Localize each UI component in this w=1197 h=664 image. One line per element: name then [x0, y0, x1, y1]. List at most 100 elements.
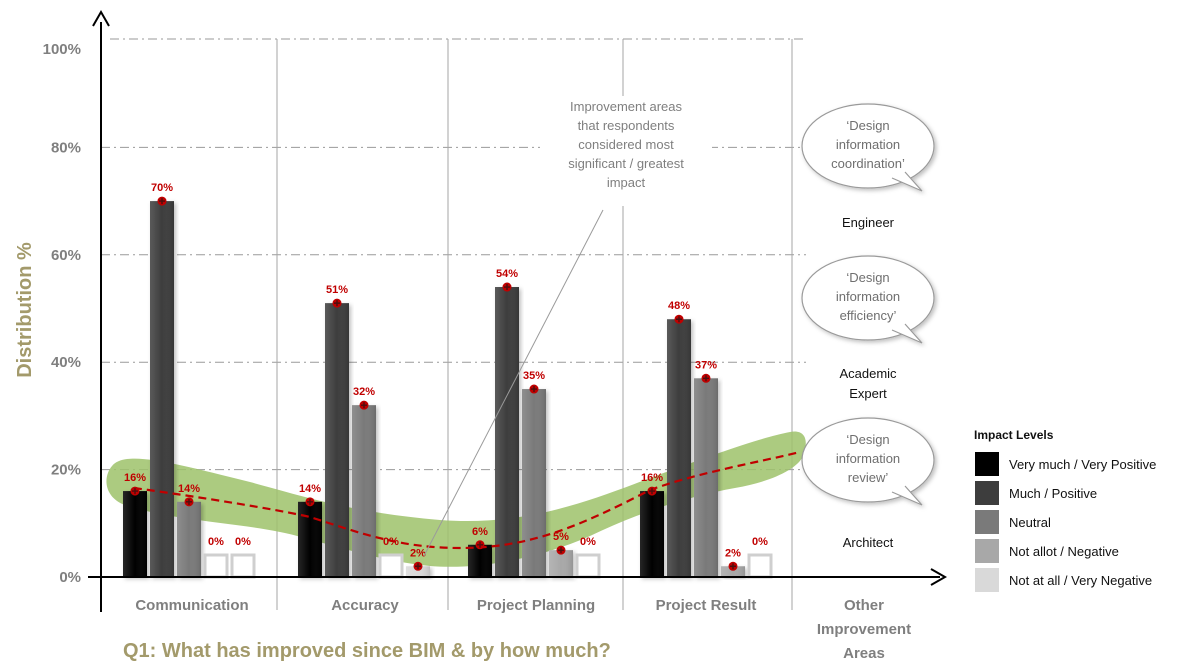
bar-shade-3-2	[694, 378, 718, 577]
bar-shade-0-1	[150, 201, 174, 577]
bubble-text-1-1: information	[836, 289, 900, 304]
data-label-3-0: 16%	[641, 472, 663, 484]
category-label-2: Project Planning	[477, 597, 595, 614]
callout-line-2: considered most	[578, 137, 674, 152]
callout-line-1: that respondents	[578, 118, 675, 133]
marker-cross-3-1	[676, 316, 682, 323]
green-trend-band	[106, 431, 806, 567]
bar-shade-2-0	[468, 544, 492, 577]
trend-band	[106, 431, 806, 567]
y-tick-1: 20%	[51, 462, 81, 479]
role-label-1-0: Academic	[839, 366, 897, 381]
data-label-2-0: 6%	[472, 526, 488, 538]
bubble-tail-1	[891, 323, 923, 344]
extra-category-line-0: Other	[844, 597, 884, 614]
bubble-body-2	[801, 417, 935, 503]
marker-cross-2-0	[477, 541, 483, 548]
bar-shade-1-2	[352, 405, 376, 577]
y-axis-arrow	[92, 9, 110, 27]
bar-shade-1-1	[325, 303, 349, 577]
legend-swatch-3	[975, 539, 999, 563]
legend-swatch-0	[975, 452, 999, 476]
data-label-1-1: 51%	[326, 284, 348, 296]
data-label-0-4: 0%	[235, 536, 251, 548]
bar-empty-3-4	[747, 553, 773, 579]
role-bubbles: ‘Design information coordination’ Engineer ‘…	[801, 103, 935, 550]
callout-line-4: impact	[607, 175, 646, 190]
data-label-3-3: 2%	[725, 547, 741, 559]
role-label-0-0: Engineer	[842, 215, 895, 230]
marker-cross-2-3	[558, 547, 564, 554]
marker-cross-2-2	[531, 386, 537, 393]
bar-shade-0-2	[177, 501, 201, 577]
bubble-body-1	[801, 255, 935, 341]
bubble-text-2-2: review’	[848, 470, 889, 485]
callout-line-0: Improvement areas	[570, 99, 682, 114]
legend-swatch-1	[975, 481, 999, 505]
marker-cross-1-2	[361, 402, 367, 409]
callout-pointer	[423, 209, 604, 557]
data-label-0-1: 70%	[151, 182, 173, 194]
extra-category-line-1: Improvement	[817, 621, 911, 638]
y-tick-0: 0%	[59, 569, 81, 586]
legend-label-3: Not allot / Negative	[1009, 544, 1119, 559]
y-tick-labels: 0% 20% 40% 60% 80% 100%	[43, 41, 81, 586]
data-label-2-4: 0%	[580, 536, 596, 548]
role-label-1-1: Expert	[849, 386, 887, 401]
bubble-text-2-0: ‘Design	[846, 432, 889, 447]
marker-cross-1-4	[415, 563, 421, 570]
y-tick-3: 60%	[51, 247, 81, 264]
bar-empty-0-3	[203, 553, 229, 579]
bar-shade-3-1	[667, 319, 691, 577]
marker-cross-3-0	[649, 488, 655, 495]
bar-shade-2-1	[495, 287, 519, 577]
data-label-0-0: 16%	[124, 472, 146, 484]
x-axis-arrow	[930, 568, 948, 586]
data-label-1-2: 32%	[353, 386, 375, 398]
extra-category-line-2: Areas	[843, 645, 885, 662]
data-label-1-4: 2%	[410, 547, 426, 559]
bar-shade-1-4	[406, 566, 430, 577]
data-label-0-3: 0%	[208, 536, 224, 548]
legend-label-1: Much / Positive	[1009, 486, 1097, 501]
annotation-callout: Improvement areas that respondents conside…	[423, 96, 712, 557]
data-labels: 16% 14% 6% 16% 70% 51% 54% 48% 14% 32% 35% 37% 0% 0% 5…	[124, 182, 768, 571]
callout-box	[540, 96, 712, 206]
trend-line	[133, 450, 801, 550]
marker-cross-0-0	[132, 488, 138, 495]
gridlines	[101, 38, 806, 610]
bubble-text-1-0: ‘Design	[846, 270, 889, 285]
bubble-body-0	[801, 103, 935, 189]
legend: Impact Levels Very much / Very Positive M…	[974, 428, 1156, 592]
bubble-text-0-0: ‘Design	[846, 118, 889, 133]
marker-cross-1-0	[307, 498, 313, 505]
y-tick-2: 40%	[51, 354, 81, 371]
marker-cross-3-2	[703, 375, 709, 382]
speech-bubble-1	[801, 255, 935, 344]
marker-cross-1-1	[334, 300, 340, 307]
data-label-1-0: 14%	[299, 483, 321, 495]
y-tick-5: 100%	[43, 41, 81, 58]
bubble-tail-0	[891, 171, 923, 192]
category-label-0: Communication	[135, 597, 248, 614]
legend-title: Impact Levels	[974, 428, 1054, 442]
y-axis-title: Distribution %	[14, 242, 36, 378]
bubble-tail-2	[891, 485, 923, 506]
bars	[123, 201, 773, 579]
legend-swatch-2	[975, 510, 999, 534]
marker-cross-0-2	[186, 498, 192, 505]
bar-shade-2-2	[522, 389, 546, 577]
bubble-text-1-2: efficiency’	[840, 308, 897, 323]
data-label-2-2: 35%	[523, 370, 545, 382]
data-label-1-3: 0%	[383, 536, 399, 548]
bar-shade-0-0	[123, 491, 147, 577]
legend-swatch-4	[975, 568, 999, 592]
role-label-2-0: Architect	[843, 535, 894, 550]
bar-shade-3-3	[721, 566, 745, 577]
bar-empty-1-3	[378, 553, 404, 579]
data-label-2-1: 54%	[496, 268, 518, 280]
speech-bubble-0	[801, 103, 935, 192]
category-label-3: Project Result	[656, 597, 757, 614]
y-tick-4: 80%	[51, 139, 81, 156]
legend-label-2: Neutral	[1009, 515, 1051, 530]
